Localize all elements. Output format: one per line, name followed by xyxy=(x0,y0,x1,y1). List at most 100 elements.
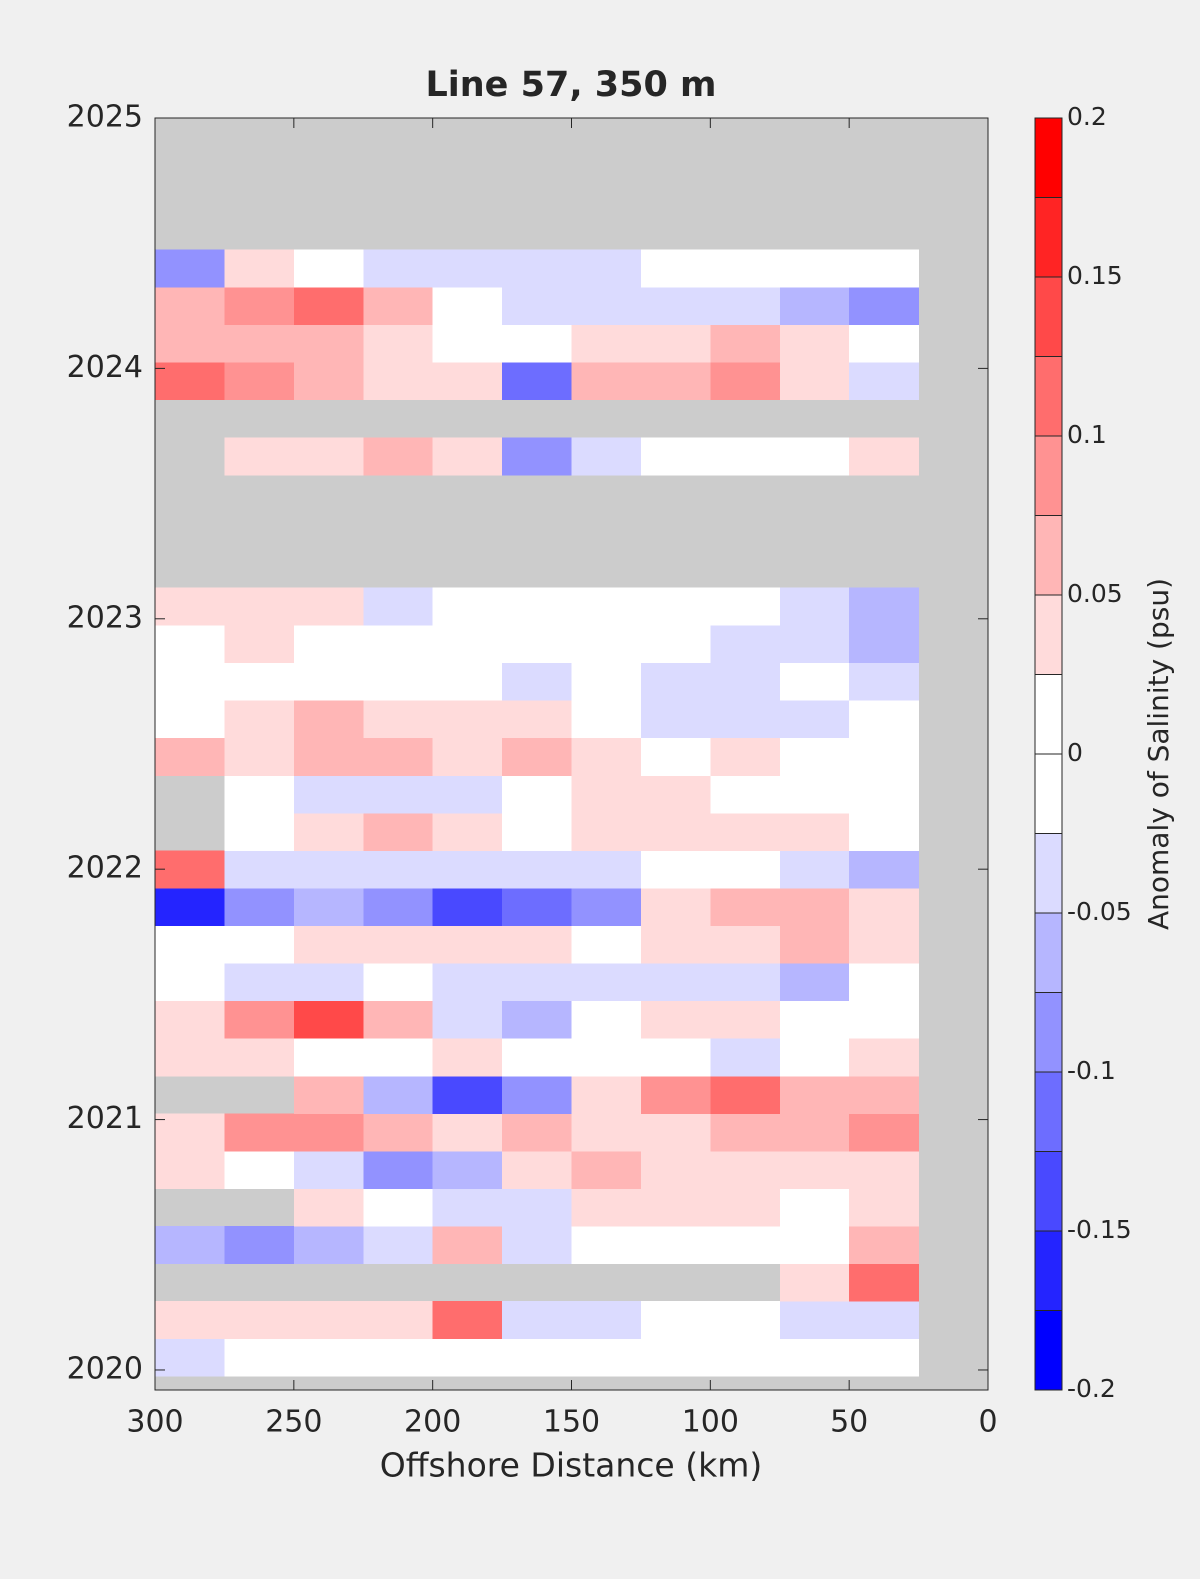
colorbar-tick-label: 0.1 xyxy=(1067,420,1107,449)
contour-cell xyxy=(640,1113,711,1152)
contour-cell xyxy=(779,249,850,288)
contour-field xyxy=(155,249,920,1377)
contour-cell xyxy=(363,1225,434,1265)
contour-cell xyxy=(224,700,295,739)
contour-cell xyxy=(224,1338,295,1377)
contour-cell xyxy=(640,437,711,476)
contour-cell xyxy=(363,625,434,664)
x-tick-label: 250 xyxy=(265,1405,322,1440)
contour-cell xyxy=(363,1075,434,1114)
contour-cell xyxy=(710,925,781,964)
contour-cell xyxy=(640,850,711,889)
contour-cell xyxy=(224,850,295,889)
contour-cell xyxy=(779,324,850,363)
contour-cell xyxy=(432,587,503,626)
chart-title: Line 57, 350 m xyxy=(425,65,716,105)
contour-cell xyxy=(224,887,295,927)
contour-cell xyxy=(849,362,920,401)
contour-cell xyxy=(571,662,642,701)
contour-cell xyxy=(571,887,642,927)
contour-cell xyxy=(293,1000,364,1039)
contour-cell xyxy=(710,737,781,776)
colorbar-tick-label: -0.1 xyxy=(1067,1056,1116,1085)
contour-cell xyxy=(502,662,572,701)
contour-cell xyxy=(502,925,572,964)
contour-cell xyxy=(502,587,572,626)
contour-cell xyxy=(155,700,225,739)
contour-cell xyxy=(224,1301,295,1340)
contour-cell xyxy=(710,812,781,851)
contour-cell xyxy=(779,587,850,626)
contour-cell xyxy=(224,625,295,664)
contour-cell xyxy=(710,887,781,927)
contour-cell xyxy=(640,662,711,701)
colorbar-band xyxy=(1035,833,1062,913)
contour-cell xyxy=(224,963,295,1002)
contour-cell xyxy=(293,1301,364,1340)
colorbar-tick-label: 0.2 xyxy=(1067,102,1107,131)
colorbar-tick-label: -0.05 xyxy=(1067,897,1132,926)
contour-cell xyxy=(571,1038,642,1077)
contour-cell xyxy=(432,662,503,701)
contour-cell xyxy=(502,700,572,739)
contour-cell xyxy=(363,1113,434,1152)
contour-cell xyxy=(224,925,295,964)
contour-cell xyxy=(640,737,711,776)
contour-cell xyxy=(155,362,225,401)
contour-cell xyxy=(779,1225,850,1265)
contour-cell xyxy=(779,1188,850,1227)
contour-cell xyxy=(293,850,364,889)
contour-cell xyxy=(155,324,225,363)
contour-cell xyxy=(502,625,572,664)
contour-cell xyxy=(571,437,642,476)
contour-cell xyxy=(363,1338,434,1377)
contour-cell xyxy=(571,1150,642,1189)
contour-cell xyxy=(432,324,503,363)
contour-cell xyxy=(849,925,920,964)
contour-cell xyxy=(571,1188,642,1227)
colorbar-tick-label: 0 xyxy=(1067,738,1083,767)
x-tick-label: 0 xyxy=(978,1405,997,1440)
contour-cell xyxy=(710,1301,781,1340)
contour-cell xyxy=(155,1113,225,1152)
contour-cell xyxy=(224,1150,295,1189)
contour-cell xyxy=(502,362,572,401)
contour-cell xyxy=(571,775,642,814)
contour-cell xyxy=(571,925,642,964)
contour-cell xyxy=(363,587,434,626)
contour-cell xyxy=(849,887,920,927)
contour-cell xyxy=(849,1338,920,1377)
contour-cell xyxy=(155,249,225,288)
contour-cell xyxy=(224,249,295,288)
contour-cell xyxy=(293,1225,364,1265)
contour-cell xyxy=(432,925,503,964)
contour-cell xyxy=(363,362,434,401)
colorbar-band xyxy=(1035,595,1062,675)
contour-cell xyxy=(432,625,503,664)
contour-cell xyxy=(155,287,225,326)
y-tick-label: 2024 xyxy=(67,350,143,385)
y-tick-label: 2023 xyxy=(67,600,143,635)
contour-cell xyxy=(155,1301,225,1340)
contour-cell xyxy=(571,700,642,739)
contour-cell xyxy=(155,587,225,626)
colorbar-frame xyxy=(1034,117,1063,1391)
contour-cell xyxy=(502,850,572,889)
contour-cell xyxy=(293,625,364,664)
contour-cell xyxy=(640,1038,711,1077)
contour-cell xyxy=(224,662,295,701)
contour-cell xyxy=(502,963,572,1002)
contour-cell xyxy=(779,925,850,964)
x-axis-label: Offshore Distance (km) xyxy=(380,1446,762,1485)
contour-cell xyxy=(849,1225,920,1265)
contour-cell xyxy=(293,737,364,776)
contour-cell xyxy=(640,362,711,401)
contour-cell xyxy=(849,812,920,851)
contour-cell xyxy=(155,850,225,889)
contour-cell xyxy=(432,1038,503,1077)
contour-cell xyxy=(224,812,295,851)
colorbar-band xyxy=(1035,1151,1062,1231)
contour-cell xyxy=(363,1150,434,1189)
contour-cell xyxy=(779,1000,850,1039)
contour-cell xyxy=(710,1113,781,1152)
